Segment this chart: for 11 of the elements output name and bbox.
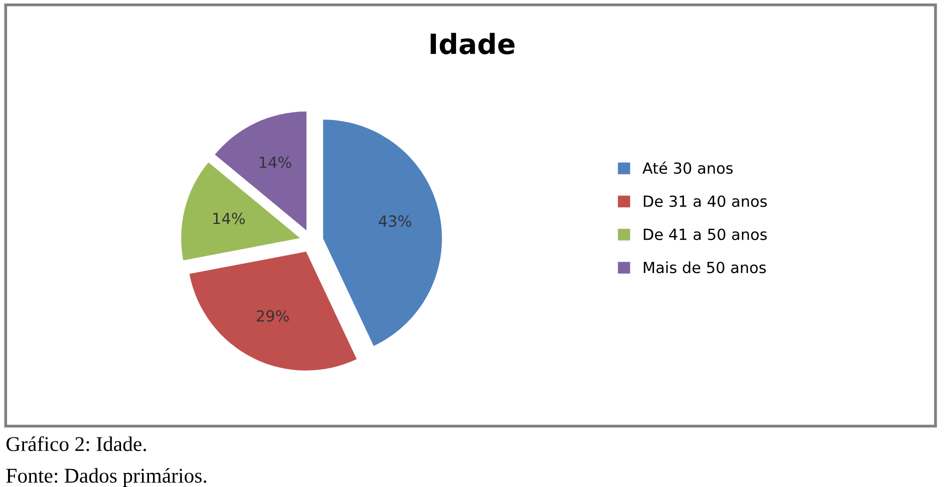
data-label: 14% <box>213 212 245 224</box>
data-label: 43% <box>378 215 412 227</box>
data-label: 29% <box>256 310 289 322</box>
text: Gráfico 2: Idade. <box>6 436 146 452</box>
data-label: 14% <box>260 156 292 168</box>
legend-label: De 31 a 40 anos <box>644 195 767 208</box>
source-note: Fonte: Dados primários. <box>6 468 206 487</box>
legend-label: Até 30 anos <box>642 161 733 174</box>
chart-title: Idade <box>430 32 514 54</box>
legend-label: Mais de 50 anos <box>644 261 766 274</box>
legend-label: De 41 a 50 anos <box>644 228 767 240</box>
